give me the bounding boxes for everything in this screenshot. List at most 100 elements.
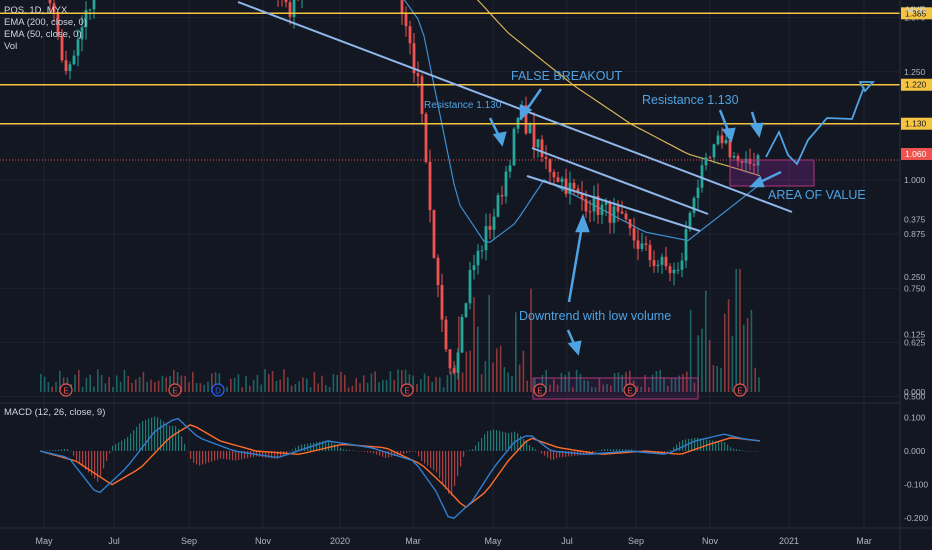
candle-body xyxy=(572,182,576,189)
volume-bar xyxy=(511,375,513,392)
volume-bar xyxy=(317,383,319,392)
volume-bar xyxy=(716,365,718,392)
macd-histogram-bar xyxy=(679,441,681,451)
macd-histogram-bar xyxy=(700,438,702,451)
volume-legend[interactable]: Vol xyxy=(4,41,17,52)
time-tick-label: Sep xyxy=(628,536,644,546)
macd-histogram-bar xyxy=(193,451,195,463)
macd-histogram-bar xyxy=(88,451,90,473)
candle-body xyxy=(540,139,544,157)
candle-body xyxy=(724,139,728,144)
time-tick-label: Sep xyxy=(181,536,197,546)
volume-bar xyxy=(705,290,707,392)
macd-histogram-bar xyxy=(214,451,216,461)
volume-bar xyxy=(655,371,658,392)
volume-bar xyxy=(321,375,323,392)
macd-histogram-bar xyxy=(541,451,543,454)
projected-price-path xyxy=(765,86,865,166)
volume-bar xyxy=(245,376,247,392)
candle-body xyxy=(496,195,500,217)
candle-body xyxy=(60,36,64,61)
volume-bar xyxy=(85,377,88,392)
macd-histogram-bar xyxy=(319,441,321,451)
channel-lower-line[interactable] xyxy=(526,175,701,232)
volume-bar xyxy=(176,372,179,392)
macd-histogram-bar xyxy=(556,451,558,459)
volume-bar xyxy=(560,372,563,392)
volume-bar xyxy=(496,348,498,392)
candle-body xyxy=(660,256,664,265)
macd-histogram-bar xyxy=(142,420,144,451)
macd-histogram-bar xyxy=(733,448,735,451)
volume-bar xyxy=(192,371,194,392)
channel-upper-line[interactable] xyxy=(531,147,709,215)
macd-histogram-bar xyxy=(664,451,666,454)
macd-histogram-bar xyxy=(178,428,180,451)
area-of-value-arrow-head xyxy=(748,175,765,188)
time-tick-label: Nov xyxy=(702,536,719,546)
candle-body xyxy=(640,243,644,249)
ema50-legend[interactable]: EMA (50, close, 0) xyxy=(4,29,82,40)
volume-bar xyxy=(640,386,642,392)
volume-bar xyxy=(47,382,50,392)
macd-histogram-bar xyxy=(718,441,720,451)
macd-histogram-bar xyxy=(304,444,306,451)
main-downtrend-line[interactable] xyxy=(237,1,793,213)
macd-histogram-bar xyxy=(730,447,732,451)
volume-bar xyxy=(169,375,171,392)
macd-histogram-bar xyxy=(205,451,207,464)
volume-bar xyxy=(572,387,574,392)
ema200-legend[interactable]: EMA (200, close, 0) xyxy=(4,17,87,28)
volume-bar xyxy=(450,371,452,392)
volume-bar xyxy=(180,375,183,392)
macd-histogram-bar xyxy=(517,433,519,451)
macd-histogram-bar xyxy=(607,449,609,451)
symbol-line[interactable]: POS, 1D, MYX xyxy=(4,5,68,16)
macd-legend[interactable]: MACD (12, 26, close, 9) xyxy=(4,407,105,418)
volume-bar xyxy=(142,371,145,392)
macd-histogram-bar xyxy=(502,431,504,451)
volume-bar xyxy=(401,370,403,392)
candle-body xyxy=(68,64,72,71)
volume-bar xyxy=(287,377,289,392)
price-tag-box xyxy=(901,148,932,161)
candle-body xyxy=(532,123,536,148)
macd-histogram-bar xyxy=(109,451,111,454)
time-tick-label: May xyxy=(35,536,53,546)
macd-histogram-bar xyxy=(673,447,675,451)
macd-histogram-bar xyxy=(601,449,603,451)
volume-bar xyxy=(294,384,297,392)
area-of-value-box[interactable] xyxy=(729,159,815,187)
macd-histogram-bar xyxy=(361,451,363,452)
macd-histogram-bar xyxy=(451,451,453,496)
macd-histogram-bar xyxy=(487,431,489,451)
macd-histogram-bar xyxy=(76,451,78,461)
time-axis[interactable]: May Jul Sep Nov 2020 Mar May Jul Sep Nov 2021 Mar xyxy=(35,536,871,546)
macd-histogram-bar xyxy=(211,451,213,462)
candle-body xyxy=(712,144,716,158)
volume-bar xyxy=(119,381,122,392)
volume-bar xyxy=(100,374,103,392)
candle-body xyxy=(500,195,504,197)
horizontal-levels[interactable] xyxy=(0,0,900,125)
macd-histogram-bar xyxy=(475,445,477,451)
macd-histogram-bar xyxy=(376,451,378,455)
volume-bar xyxy=(750,309,753,392)
volume-bar xyxy=(332,374,335,392)
volume-bar xyxy=(340,371,342,392)
macd-histogram-bar xyxy=(247,451,249,459)
macd-histogram-bar xyxy=(289,451,291,452)
macd-histogram-bar xyxy=(463,451,465,457)
macd-histogram-bar xyxy=(232,451,234,461)
candle-body xyxy=(612,206,616,223)
volume-bar xyxy=(754,367,756,392)
volume-bar xyxy=(370,373,373,392)
macd-tick-label: 0.100 xyxy=(904,412,926,422)
trendlines[interactable] xyxy=(237,1,793,232)
volume-bar xyxy=(260,384,262,392)
candle-body xyxy=(416,73,420,77)
candle-body xyxy=(536,139,540,148)
candle-body xyxy=(668,266,672,274)
